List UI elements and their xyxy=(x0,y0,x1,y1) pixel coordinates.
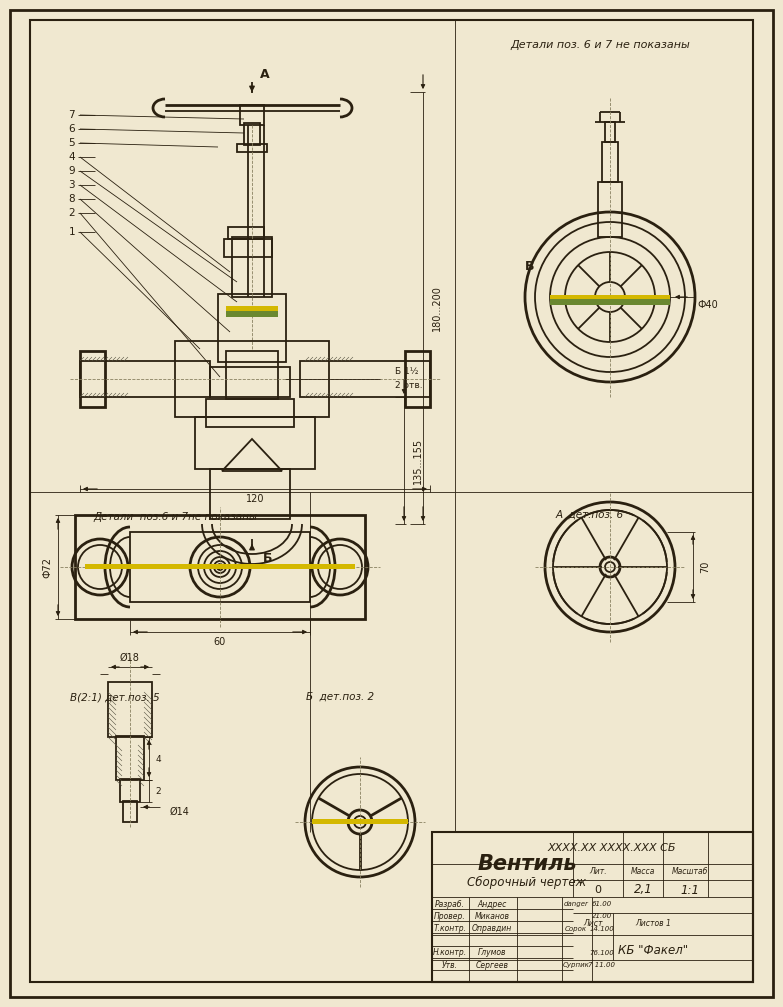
Text: Ф40: Ф40 xyxy=(698,300,718,310)
Text: 180...200: 180...200 xyxy=(432,285,442,331)
Text: Сурпик: Сурпик xyxy=(562,962,590,968)
Text: ХXXX.XX ХXXX.XXX СБ: ХXXX.XX ХXXX.XXX СБ xyxy=(548,843,677,853)
Text: 7 11.00: 7 11.00 xyxy=(589,962,615,968)
Text: 2: 2 xyxy=(68,208,75,218)
Bar xyxy=(116,736,144,780)
Bar xyxy=(602,142,618,182)
Bar xyxy=(120,779,140,802)
Text: А  дет.поз. 6: А дет.поз. 6 xyxy=(556,510,624,520)
Text: Детали  поз.6 и 7не показаны: Детали поз.6 и 7не показаны xyxy=(93,512,257,522)
Text: Лит.: Лит. xyxy=(589,867,607,876)
Bar xyxy=(312,819,408,824)
Text: 1:1: 1:1 xyxy=(680,883,699,896)
Bar xyxy=(300,361,430,397)
Bar xyxy=(130,532,310,602)
Bar xyxy=(195,417,315,469)
Text: 60: 60 xyxy=(214,637,226,648)
Text: 76.100: 76.100 xyxy=(590,950,615,956)
Text: В: В xyxy=(525,261,535,274)
Text: Н.контр.: Н.контр. xyxy=(433,949,467,958)
Text: Б  дет.поз. 2: Б дет.поз. 2 xyxy=(306,692,374,702)
Bar xyxy=(232,237,272,297)
Text: Листов 1: Листов 1 xyxy=(635,918,671,927)
Bar xyxy=(175,341,329,417)
Bar xyxy=(210,469,290,519)
Text: Масса: Масса xyxy=(631,867,655,876)
Bar xyxy=(226,351,278,399)
Text: Миканов: Миканов xyxy=(474,912,510,921)
Text: Ø18: Ø18 xyxy=(120,653,140,663)
Text: Масштаб: Масштаб xyxy=(672,867,708,876)
Bar xyxy=(85,564,355,569)
Bar xyxy=(226,311,278,317)
Text: Сборочный чертеж: Сборочный чертеж xyxy=(467,875,586,888)
Text: А: А xyxy=(260,68,270,82)
Text: Сергеев: Сергеев xyxy=(475,961,508,970)
Text: 6: 6 xyxy=(68,124,75,134)
Text: Глумов: Глумов xyxy=(478,949,507,958)
Text: 9: 9 xyxy=(68,166,75,176)
Text: Т.контр.: Т.контр. xyxy=(434,924,467,933)
Text: Ø14: Ø14 xyxy=(170,807,189,817)
Bar xyxy=(405,351,430,407)
Text: Вентиль: Вентиль xyxy=(477,854,577,874)
Text: 5: 5 xyxy=(68,138,75,148)
Bar xyxy=(237,144,267,152)
Bar xyxy=(80,351,105,407)
Text: 1: 1 xyxy=(68,227,75,237)
Bar xyxy=(244,123,260,145)
Text: 4: 4 xyxy=(155,754,161,763)
Bar xyxy=(210,367,290,397)
Text: Детали поз. 6 и 7 не показаны: Детали поз. 6 и 7 не показаны xyxy=(511,40,690,50)
Bar xyxy=(432,832,753,982)
Text: 2,1: 2,1 xyxy=(633,883,652,896)
Text: Утв.: Утв. xyxy=(442,961,458,970)
Bar xyxy=(123,801,137,822)
Text: 3: 3 xyxy=(68,180,75,190)
Text: 70: 70 xyxy=(700,561,710,573)
Text: Провер.: Провер. xyxy=(434,912,466,921)
Text: Ф72: Ф72 xyxy=(42,557,52,577)
Text: КБ "Факел": КБ "Факел" xyxy=(618,944,688,957)
Bar xyxy=(218,294,286,362)
Text: 4: 4 xyxy=(68,152,75,162)
Bar xyxy=(550,299,670,305)
Bar xyxy=(240,105,264,125)
Text: 0: 0 xyxy=(594,885,601,895)
Bar xyxy=(605,122,615,142)
Bar xyxy=(80,361,210,397)
Text: danger: danger xyxy=(564,901,589,907)
Bar xyxy=(108,682,152,737)
Bar xyxy=(226,306,278,311)
Text: Андрес: Андрес xyxy=(478,900,507,908)
Text: 120: 120 xyxy=(246,494,264,504)
Text: 135...155: 135...155 xyxy=(413,438,423,484)
Text: Разраб.: Разраб. xyxy=(435,900,465,908)
Bar xyxy=(75,515,365,619)
Text: Оправдин: Оправдин xyxy=(472,924,512,933)
Bar xyxy=(550,295,670,300)
Text: 21.00: 21.00 xyxy=(592,913,612,919)
Text: 2: 2 xyxy=(155,786,161,796)
Text: 14.100: 14.100 xyxy=(590,925,615,931)
Bar xyxy=(598,182,622,237)
Text: 7: 7 xyxy=(68,110,75,120)
Text: Б 1½: Б 1½ xyxy=(395,367,418,376)
Text: 2 отв.: 2 отв. xyxy=(395,381,423,390)
Text: Сорок: Сорок xyxy=(565,925,587,931)
Bar xyxy=(206,399,294,427)
Bar xyxy=(228,227,264,239)
Bar xyxy=(224,239,272,257)
Text: Лист: Лист xyxy=(583,918,603,927)
Text: 61.00: 61.00 xyxy=(592,901,612,907)
Text: Б: Б xyxy=(263,553,272,566)
Text: 8: 8 xyxy=(68,194,75,204)
Text: В(2:1) дет.поз. 5: В(2:1) дет.поз. 5 xyxy=(70,692,160,702)
